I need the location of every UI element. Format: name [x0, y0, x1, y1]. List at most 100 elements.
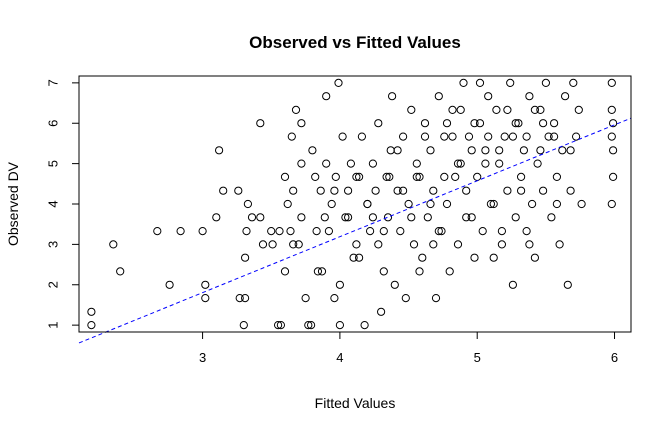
data-point [276, 321, 285, 330]
data-point [256, 213, 265, 222]
data-point [289, 186, 298, 195]
data-point [374, 240, 383, 249]
data-point [420, 132, 430, 141]
data-point [574, 105, 583, 115]
data-point [561, 92, 570, 101]
data-point [470, 119, 479, 128]
data-point [577, 199, 586, 209]
data-point [506, 78, 515, 88]
y-tick-label: 4 [45, 200, 60, 207]
data-point [344, 186, 353, 195]
data-point [470, 253, 479, 262]
data-point [322, 159, 331, 168]
data-point [555, 240, 564, 249]
data-point [201, 280, 210, 289]
data-point [508, 280, 518, 289]
data-point [467, 146, 476, 155]
data-point [434, 92, 443, 101]
data-point [297, 213, 306, 222]
data-point [352, 240, 361, 249]
data-point [456, 105, 465, 115]
data-point [401, 294, 410, 303]
data-point [256, 119, 265, 128]
data-point [456, 159, 465, 168]
data-point [445, 267, 454, 276]
data-point [377, 307, 386, 316]
data-point [497, 240, 506, 249]
data-point [385, 172, 394, 181]
data-point [344, 213, 353, 222]
data-point [404, 199, 413, 209]
data-point [541, 78, 551, 88]
data-point [379, 267, 388, 276]
data-point [399, 186, 408, 195]
data-point [355, 253, 364, 262]
data-point [481, 146, 490, 155]
data-point [409, 240, 419, 249]
data-point [219, 186, 228, 195]
data-point [462, 186, 471, 195]
data-point [547, 213, 556, 222]
data-point [429, 186, 438, 195]
data-point [301, 294, 310, 303]
data-point [366, 227, 375, 236]
data-point [346, 159, 355, 168]
data-point [239, 321, 248, 330]
data-point [415, 267, 424, 276]
data-point [492, 105, 501, 115]
data-point [569, 78, 578, 88]
data-point [552, 172, 562, 181]
data-point [442, 119, 452, 128]
data-point [511, 213, 520, 222]
data-point [525, 240, 534, 249]
data-point [500, 132, 509, 141]
data-point [558, 146, 567, 155]
data-point [379, 227, 388, 236]
data-point [390, 280, 399, 289]
data-point [297, 159, 306, 168]
data-point [609, 146, 618, 155]
data-point [304, 321, 313, 330]
data-point [275, 227, 284, 236]
data-point [539, 186, 548, 195]
data-point [533, 159, 542, 168]
data-point [368, 159, 377, 168]
data-point [519, 146, 529, 155]
data-point [550, 119, 559, 128]
data-point [297, 119, 306, 128]
data-point [467, 213, 476, 222]
data-point [241, 294, 250, 303]
data-point [412, 159, 421, 168]
data-point [418, 253, 427, 262]
data-point [552, 199, 562, 209]
data-point [317, 267, 327, 276]
x-tick-label: 6 [611, 350, 618, 365]
data-point [311, 172, 320, 181]
chart-title: Observed vs Fitted Values [249, 33, 461, 52]
data-point [437, 227, 446, 236]
data-point [475, 78, 485, 88]
data-point [459, 78, 468, 88]
data-point [396, 227, 405, 236]
data-point [280, 172, 290, 181]
data-point [451, 172, 460, 181]
data-point [607, 78, 616, 88]
data-point [478, 227, 487, 236]
data-point [426, 146, 435, 155]
data-point [109, 240, 118, 249]
data-point [517, 186, 526, 195]
data-point [434, 227, 443, 236]
data-point [440, 172, 449, 181]
data-point [536, 105, 545, 115]
data-point [503, 105, 512, 115]
data-point [352, 172, 361, 181]
data-point [563, 280, 572, 289]
data-point [497, 227, 506, 236]
data-point [320, 213, 329, 222]
data-point [331, 172, 340, 181]
fit-line [78, 117, 632, 344]
data-point [539, 119, 548, 128]
data-point [341, 213, 350, 222]
data-point [530, 105, 540, 115]
data-point [607, 199, 616, 209]
